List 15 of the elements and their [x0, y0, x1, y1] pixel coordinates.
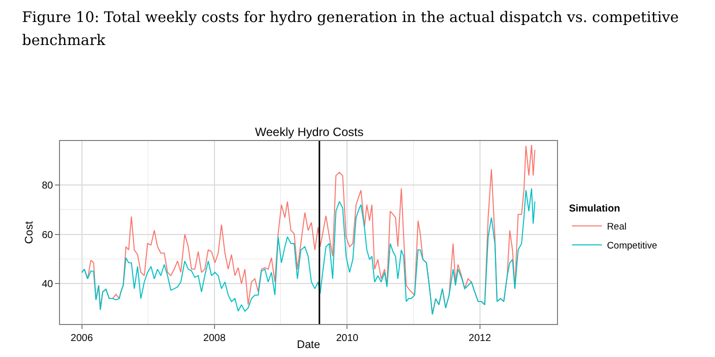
x-axis-title: Date — [296, 339, 320, 351]
x-tick-label: 2010 — [336, 333, 359, 344]
y-axis-title: Cost — [24, 221, 36, 244]
x-tick-label: 2012 — [468, 333, 492, 344]
y-tick-label: 60 — [42, 230, 54, 241]
legend-label: Real — [606, 222, 626, 233]
line-series — [81, 188, 536, 315]
y-tick-label: 80 — [42, 180, 54, 192]
x-tick-label: 2006 — [70, 333, 94, 344]
x-tick-label: 2008 — [203, 333, 226, 344]
legend-label: Competitive — [606, 240, 658, 252]
y-tick-label: 40 — [42, 279, 54, 290]
chart-title: Figure 10: Total weekly costs for hydro generation in the actual dispatch vs. competitive benchmark — [21, 8, 680, 51]
legend-title: Simulation — [568, 203, 620, 214]
chart-subtitle: Weekly Hydro Costs — [255, 125, 364, 139]
